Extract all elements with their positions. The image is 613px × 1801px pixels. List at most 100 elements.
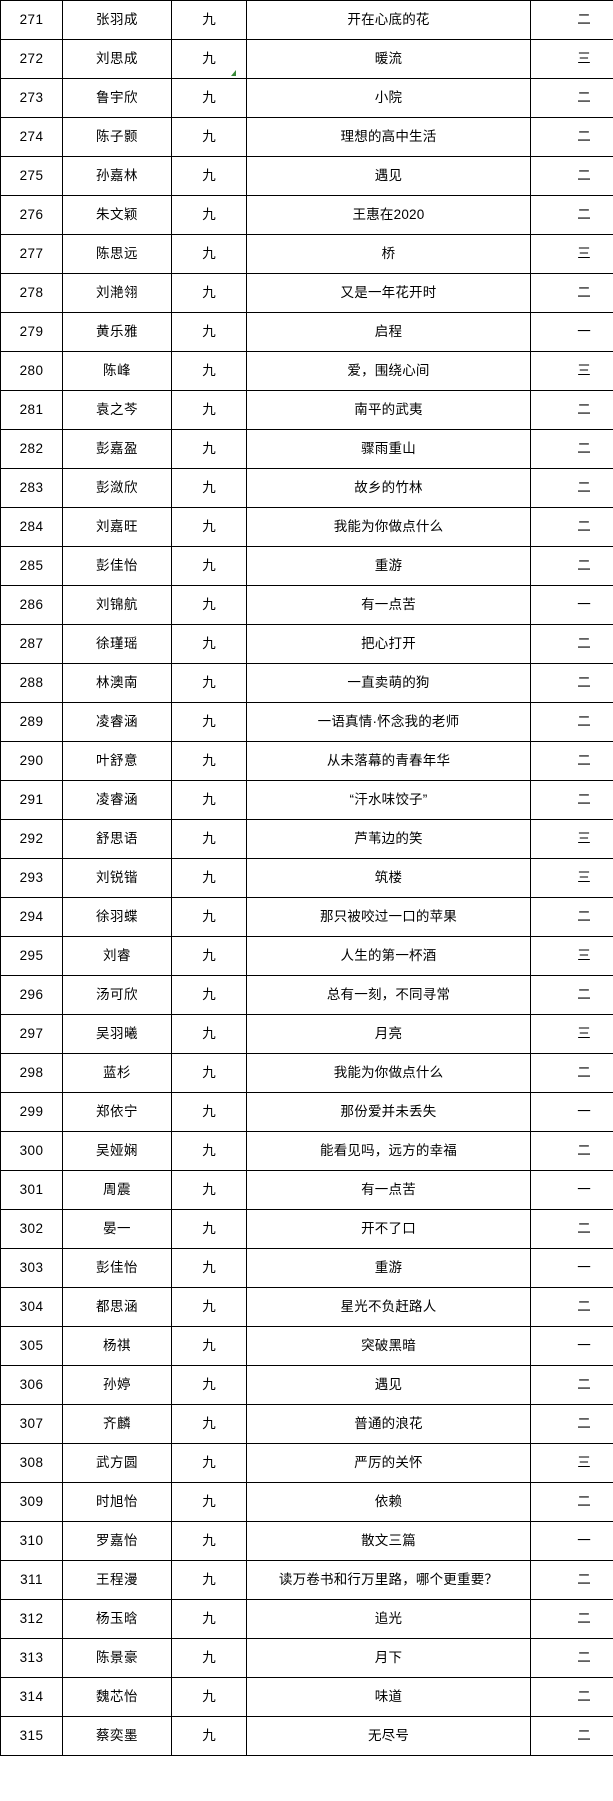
- entry-number-cell[interactable]: 295: [0, 936, 63, 976]
- student-name-cell[interactable]: 吴娅娴: [62, 1131, 172, 1171]
- student-name-cell[interactable]: 朱文颖: [62, 195, 172, 235]
- award-tier-cell[interactable]: 二: [530, 156, 613, 196]
- table-row[interactable]: 305 杨祺九突破黑暗一: [0, 1326, 613, 1366]
- work-title-cell[interactable]: 普通的浪花: [246, 1404, 531, 1444]
- table-row[interactable]: 301 周震九有一点苦一: [0, 1170, 613, 1210]
- table-row[interactable]: 291 凌睿涵九 “汗水味饺子” 二: [0, 780, 613, 820]
- work-title-cell[interactable]: 骤雨重山: [246, 429, 531, 469]
- table-row[interactable]: 297 吴羽曦九月亮三: [0, 1014, 613, 1054]
- grade-level-cell[interactable]: 九: [171, 78, 247, 118]
- student-name-cell[interactable]: 彭潋欣: [62, 468, 172, 508]
- work-title-cell[interactable]: 能看见吗，远方的幸福: [246, 1131, 531, 1171]
- grade-level-cell[interactable]: 九: [171, 351, 247, 391]
- student-name-cell[interactable]: 都思涵: [62, 1287, 172, 1327]
- work-title-cell[interactable]: 暖流: [246, 39, 531, 79]
- table-row[interactable]: 282 彭嘉盈九骤雨重山二: [0, 429, 613, 469]
- grade-level-cell[interactable]: 九: [171, 1716, 247, 1756]
- student-name-cell[interactable]: 凌睿涵: [62, 702, 172, 742]
- grade-level-cell[interactable]: 九: [171, 1443, 247, 1483]
- grade-level-cell[interactable]: 九: [171, 1170, 247, 1210]
- grade-level-cell[interactable]: 九: [171, 1209, 247, 1249]
- entry-number-cell[interactable]: 315: [0, 1716, 63, 1756]
- table-row[interactable]: 289 凌睿涵九一语真情·怀念我的老师二: [0, 702, 613, 742]
- table-row[interactable]: 298 蓝杉九我能为你做点什么二: [0, 1053, 613, 1093]
- entry-number-cell[interactable]: 294: [0, 897, 63, 937]
- work-title-cell[interactable]: 把心打开: [246, 624, 531, 664]
- grade-level-cell[interactable]: 九: [171, 156, 247, 196]
- grade-level-cell[interactable]: 九: [171, 975, 247, 1015]
- grade-level-cell[interactable]: 九: [171, 468, 247, 508]
- table-row[interactable]: 293 刘锐锴九筑楼三: [0, 858, 613, 898]
- work-title-cell[interactable]: 启程: [246, 312, 531, 352]
- student-name-cell[interactable]: 凌睿涵: [62, 780, 172, 820]
- table-row[interactable]: 299 郑依宁九那份爱并未丢失一: [0, 1092, 613, 1132]
- work-title-cell[interactable]: 那份爱并未丢失: [246, 1092, 531, 1132]
- student-name-cell[interactable]: 林澳南: [62, 663, 172, 703]
- student-name-cell[interactable]: 刘滟翎: [62, 273, 172, 313]
- entry-number-cell[interactable]: 275: [0, 156, 63, 196]
- student-name-cell[interactable]: 叶舒意: [62, 741, 172, 781]
- award-tier-cell[interactable]: 二: [530, 1482, 613, 1522]
- award-tier-cell[interactable]: 二: [530, 390, 613, 430]
- entry-number-cell[interactable]: 312: [0, 1599, 63, 1639]
- entry-number-cell[interactable]: 290: [0, 741, 63, 781]
- table-row[interactable]: 278 刘滟翎九又是一年花开时二: [0, 273, 613, 313]
- entry-number-cell[interactable]: 284: [0, 507, 63, 547]
- entry-number-cell[interactable]: 277: [0, 234, 63, 274]
- student-name-cell[interactable]: 袁之芩: [62, 390, 172, 430]
- grade-level-cell[interactable]: 九: [171, 234, 247, 274]
- award-tier-cell[interactable]: 二: [530, 624, 613, 664]
- table-row[interactable]: 288 林澳南九一直卖萌的狗二: [0, 663, 613, 703]
- work-title-cell[interactable]: 月亮: [246, 1014, 531, 1054]
- table-row[interactable]: 309 时旭怡九依赖二: [0, 1482, 613, 1522]
- award-tier-cell[interactable]: 二: [530, 468, 613, 508]
- table-row[interactable]: 287 徐瑾瑶九把心打开二: [0, 624, 613, 664]
- table-row[interactable]: 272 刘思成九暖流三: [0, 39, 613, 79]
- table-row[interactable]: 311 王程漫九读万卷书和行万里路，哪个更重要？二: [0, 1560, 613, 1600]
- grade-level-cell[interactable]: 九: [171, 780, 247, 820]
- award-tier-cell[interactable]: 一: [530, 1326, 613, 1366]
- award-tier-cell[interactable]: 三: [530, 1443, 613, 1483]
- entry-number-cell[interactable]: 289: [0, 702, 63, 742]
- entry-number-cell[interactable]: 301: [0, 1170, 63, 1210]
- award-tier-cell[interactable]: 二: [530, 117, 613, 157]
- student-name-cell[interactable]: 张羽成: [62, 0, 172, 40]
- student-name-cell[interactable]: 舒思语: [62, 819, 172, 859]
- table-row[interactable]: 286 刘锦航九有一点苦一: [0, 585, 613, 625]
- entry-number-cell[interactable]: 308: [0, 1443, 63, 1483]
- grade-level-cell[interactable]: 九: [171, 195, 247, 235]
- work-title-cell[interactable]: 故乡的竹林: [246, 468, 531, 508]
- award-tier-cell[interactable]: 二: [530, 78, 613, 118]
- grade-level-cell[interactable]: 九: [171, 312, 247, 352]
- student-name-cell[interactable]: 蓝杉: [62, 1053, 172, 1093]
- award-tier-cell[interactable]: 三: [530, 1014, 613, 1054]
- award-tier-cell[interactable]: 二: [530, 1209, 613, 1249]
- work-title-cell[interactable]: 严厉的关怀: [246, 1443, 531, 1483]
- table-row[interactable]: 303 彭佳怡九重游一: [0, 1248, 613, 1288]
- entry-number-cell[interactable]: 272: [0, 39, 63, 79]
- work-title-cell[interactable]: 桥: [246, 234, 531, 274]
- work-title-cell[interactable]: 散文三篇: [246, 1521, 531, 1561]
- student-name-cell[interactable]: 孙婷: [62, 1365, 172, 1405]
- table-row[interactable]: 313 陈景豪九月下二: [0, 1638, 613, 1678]
- entry-number-cell[interactable]: 271: [0, 0, 63, 40]
- student-name-cell[interactable]: 时旭怡: [62, 1482, 172, 1522]
- grade-level-cell[interactable]: 九: [171, 117, 247, 157]
- award-tier-cell[interactable]: 二: [530, 1599, 613, 1639]
- work-title-cell[interactable]: 总有一刻，不同寻常: [246, 975, 531, 1015]
- grade-level-cell[interactable]: 九: [171, 390, 247, 430]
- grade-level-cell[interactable]: 九: [171, 546, 247, 586]
- grade-level-cell[interactable]: 九: [171, 1365, 247, 1405]
- award-tier-cell[interactable]: 二: [530, 1638, 613, 1678]
- student-name-cell[interactable]: 黄乐雅: [62, 312, 172, 352]
- student-name-cell[interactable]: 罗嘉怡: [62, 1521, 172, 1561]
- student-name-cell[interactable]: 刘锦航: [62, 585, 172, 625]
- table-row[interactable]: 273 鲁宇欣九小院二: [0, 78, 613, 118]
- entry-number-cell[interactable]: 291: [0, 780, 63, 820]
- entry-number-cell[interactable]: 309: [0, 1482, 63, 1522]
- student-name-cell[interactable]: 徐羽蝶: [62, 897, 172, 937]
- award-tier-cell[interactable]: 二: [530, 1404, 613, 1444]
- work-title-cell[interactable]: 无尽号: [246, 1716, 531, 1756]
- entry-number-cell[interactable]: 287: [0, 624, 63, 664]
- table-row[interactable]: 302 晏一九开不了口二: [0, 1209, 613, 1249]
